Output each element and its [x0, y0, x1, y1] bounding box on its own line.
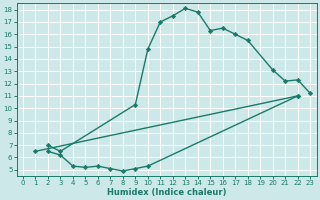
- X-axis label: Humidex (Indice chaleur): Humidex (Indice chaleur): [107, 188, 226, 197]
